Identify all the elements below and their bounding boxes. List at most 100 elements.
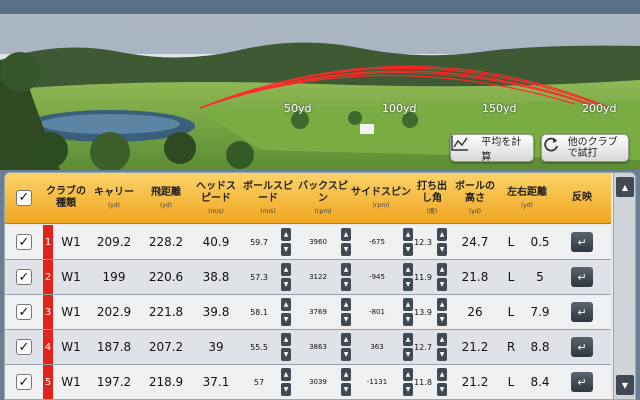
row-checkbox[interactable]: ✓ [16, 339, 32, 355]
apply-return-icon[interactable]: ↵ [571, 337, 593, 357]
cell-ball-speed: 55.5 [250, 342, 268, 352]
stepper-up-icon[interactable]: ▲ [341, 333, 351, 346]
apply-return-icon[interactable]: ↵ [571, 267, 593, 287]
stepper-up-icon[interactable]: ▲ [403, 263, 413, 276]
stepper-up-icon[interactable]: ▲ [281, 263, 291, 276]
cell-lr-dist: 0.5 [530, 235, 550, 249]
value-stepper[interactable]: ▲ ▼ [341, 333, 351, 361]
row-checkbox-cell: ✓ [13, 295, 35, 329]
stepper-up-icon[interactable]: ▲ [403, 368, 413, 381]
cell-head-speed: 40.9 [202, 235, 230, 249]
value-stepper[interactable]: ▲ ▼ [437, 333, 447, 361]
flip-cell: ↵ [557, 365, 607, 399]
cell-ball-height: 21.2 [461, 375, 489, 389]
cell-carry: 197.2 [96, 375, 132, 389]
value-stepper[interactable]: ▲ ▼ [403, 368, 413, 396]
stepper-down-icon[interactable]: ▼ [341, 313, 351, 326]
stepper-down-icon[interactable]: ▼ [437, 383, 447, 396]
stepper-up-icon[interactable]: ▲ [281, 333, 291, 346]
cell-carry: 199 [102, 270, 126, 284]
stepper-down-icon[interactable]: ▼ [403, 348, 413, 361]
apply-return-icon[interactable]: ↵ [571, 302, 593, 322]
stepper-down-icon[interactable]: ▼ [341, 243, 351, 256]
stepper-down-icon[interactable]: ▼ [341, 383, 351, 396]
apply-return-icon[interactable]: ↵ [571, 372, 593, 392]
distance-marker-50: 50yd [284, 102, 312, 115]
value-stepper[interactable]: ▲ ▼ [281, 228, 291, 256]
header-ball-height: ボールの高さ (yd) [455, 180, 495, 215]
stepper-up-icon[interactable]: ▲ [341, 368, 351, 381]
row-checkbox-cell: ✓ [13, 365, 35, 399]
calculate-average-button[interactable]: 平均を計算 [450, 134, 534, 163]
table-row: ✓ 5 W1 197.2 218.9 37.1 57 3039 -1131 11.8 21.2 L 8.… [5, 365, 611, 399]
stepper-down-icon[interactable]: ▼ [437, 243, 447, 256]
header-launch-angle: 打ち出し角 (度) [417, 180, 447, 215]
stepper-down-icon[interactable]: ▼ [281, 313, 291, 326]
scroll-up-arrow-icon[interactable]: ▲ [616, 177, 634, 197]
stepper-up-icon[interactable]: ▲ [437, 333, 447, 346]
value-stepper[interactable]: ▲ ▼ [437, 368, 447, 396]
value-stepper[interactable]: ▲ ▼ [341, 263, 351, 291]
stepper-down-icon[interactable]: ▼ [437, 348, 447, 361]
stepper-up-icon[interactable]: ▲ [403, 298, 413, 311]
value-stepper[interactable]: ▲ ▼ [403, 228, 413, 256]
value-stepper[interactable]: ▲ ▼ [437, 263, 447, 291]
header-head-speed: ヘッドスピード (m/s) [196, 180, 236, 215]
other-club-button[interactable]: 他のクラブで試打 [541, 134, 629, 162]
value-stepper[interactable]: ▲ ▼ [437, 228, 447, 256]
stepper-up-icon[interactable]: ▲ [341, 298, 351, 311]
stepper-up-icon[interactable]: ▲ [281, 228, 291, 241]
stepper-down-icon[interactable]: ▼ [437, 278, 447, 291]
scroll-down-arrow-icon[interactable]: ▼ [616, 375, 634, 395]
cell-lr-dir: L [507, 305, 515, 319]
stepper-down-icon[interactable]: ▼ [341, 278, 351, 291]
stepper-up-icon[interactable]: ▲ [403, 228, 413, 241]
stepper-up-icon[interactable]: ▲ [281, 368, 291, 381]
flip-cell: ↵ [557, 295, 607, 329]
cell-launch-angle: 12.3 [414, 237, 432, 247]
stepper-up-icon[interactable]: ▲ [437, 228, 447, 241]
stepper-down-icon[interactable]: ▼ [403, 278, 413, 291]
stepper-up-icon[interactable]: ▲ [437, 298, 447, 311]
stepper-down-icon[interactable]: ▼ [281, 348, 291, 361]
value-stepper[interactable]: ▲ ▼ [403, 333, 413, 361]
cell-back-spin: 3960 [309, 238, 327, 246]
value-stepper[interactable]: ▲ ▼ [281, 298, 291, 326]
stepper-up-icon[interactable]: ▲ [341, 263, 351, 276]
cell-side-spin: -675 [369, 238, 385, 246]
value-stepper[interactable]: ▲ ▼ [281, 368, 291, 396]
stepper-up-icon[interactable]: ▲ [403, 333, 413, 346]
apply-return-icon[interactable]: ↵ [571, 232, 593, 252]
value-stepper[interactable]: ▲ ▼ [341, 368, 351, 396]
header-lr-distance: 左右距離 (yd) [507, 186, 547, 209]
stepper-down-icon[interactable]: ▼ [281, 383, 291, 396]
value-stepper[interactable]: ▲ ▼ [403, 298, 413, 326]
table-scrollbar[interactable]: ▲ ▼ [613, 173, 635, 399]
value-stepper[interactable]: ▲ ▼ [281, 263, 291, 291]
value-stepper[interactable]: ▲ ▼ [341, 228, 351, 256]
value-stepper[interactable]: ▲ ▼ [341, 298, 351, 326]
stepper-down-icon[interactable]: ▼ [437, 313, 447, 326]
value-stepper[interactable]: ▲ ▼ [403, 263, 413, 291]
select-all-checkbox[interactable]: ✓ [16, 190, 32, 206]
row-checkbox[interactable]: ✓ [16, 304, 32, 320]
cell-club: W1 [61, 340, 81, 354]
stepper-down-icon[interactable]: ▼ [341, 348, 351, 361]
stepper-down-icon[interactable]: ▼ [403, 243, 413, 256]
stepper-up-icon[interactable]: ▲ [437, 263, 447, 276]
stepper-up-icon[interactable]: ▲ [281, 298, 291, 311]
stepper-up-icon[interactable]: ▲ [437, 368, 447, 381]
cell-head-speed: 37.1 [202, 375, 230, 389]
row-checkbox[interactable]: ✓ [16, 234, 32, 250]
stepper-down-icon[interactable]: ▼ [403, 313, 413, 326]
stepper-down-icon[interactable]: ▼ [281, 243, 291, 256]
stepper-up-icon[interactable]: ▲ [341, 228, 351, 241]
row-checkbox[interactable]: ✓ [16, 269, 32, 285]
value-stepper[interactable]: ▲ ▼ [437, 298, 447, 326]
value-stepper[interactable]: ▲ ▼ [281, 333, 291, 361]
stepper-down-icon[interactable]: ▼ [403, 383, 413, 396]
cell-lr-dir: L [507, 270, 515, 284]
row-checkbox[interactable]: ✓ [16, 374, 32, 390]
cell-side-spin: -945 [369, 273, 385, 281]
stepper-down-icon[interactable]: ▼ [281, 278, 291, 291]
